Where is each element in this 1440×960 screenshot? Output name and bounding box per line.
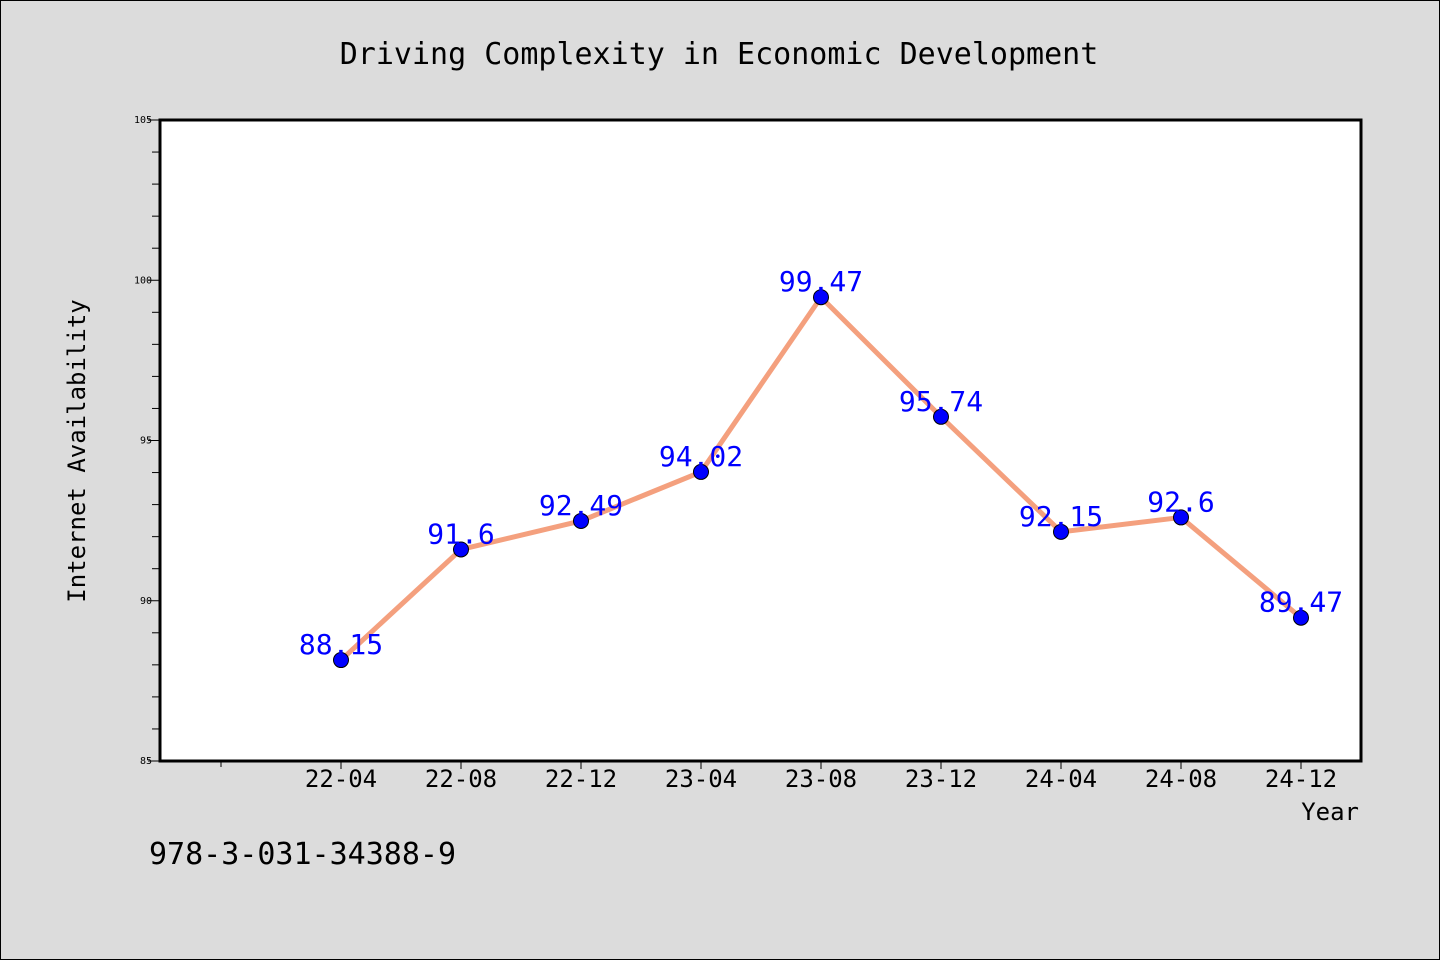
data-point — [453, 541, 469, 558]
data-label: 92.49 — [539, 489, 623, 522]
data-label: 95.74 — [899, 385, 983, 418]
y-tick-label: 105 — [134, 115, 152, 126]
y-tick-label: 90 — [140, 596, 152, 607]
x-tick-label: 23-04 — [665, 765, 737, 793]
y-tick-label: 95 — [140, 436, 152, 447]
x-tick-label: 24-04 — [1025, 765, 1097, 793]
x-axis-label: Year — [1301, 798, 1359, 826]
data-point — [813, 289, 829, 306]
x-tick-label: 22-12 — [545, 765, 617, 793]
series-group: 88.15 91.6 92.49 94.02 99.47 95.74 92.15 92.6 89… — [299, 265, 1343, 669]
data-label: 99.47 — [779, 265, 863, 298]
data-label: 89.47 — [1259, 586, 1343, 619]
x-axis: 22-04 22-08 22-12 23-04 23-08 23-12 24-04 24-08… — [220, 761, 1337, 793]
y-tick-label: 100 — [134, 275, 152, 286]
data-point — [933, 408, 949, 425]
data-label: 94.02 — [659, 440, 743, 473]
data-point — [573, 512, 589, 529]
y-axis-label: Internet Availability — [63, 299, 91, 602]
data-label: 88.15 — [299, 628, 383, 661]
data-point — [693, 463, 709, 480]
data-point — [1293, 609, 1309, 626]
data-label: 91.6 — [427, 517, 494, 550]
x-tick-label: 23-08 — [785, 765, 857, 793]
data-label: 92.6 — [1147, 485, 1214, 518]
x-tick-label: 22-08 — [425, 765, 497, 793]
plot-area — [158, 118, 1363, 763]
data-point — [1173, 509, 1189, 526]
annotation-text: 978-3-031-34388-9 — [149, 837, 456, 872]
y-axis: 85 90 95 100 105 — [134, 115, 160, 767]
y-tick-label: 85 — [140, 756, 152, 767]
x-tick-label: 23-12 — [905, 765, 977, 793]
x-tick-label: 22-04 — [305, 765, 377, 793]
x-tick-label: 24-12 — [1265, 765, 1337, 793]
x-tick-label: 24-08 — [1145, 765, 1217, 793]
data-point — [333, 652, 349, 669]
chart-title: Driving Complexity in Economic Developme… — [340, 37, 1099, 72]
data-label: 92.15 — [1019, 500, 1103, 533]
data-point — [1053, 523, 1069, 540]
